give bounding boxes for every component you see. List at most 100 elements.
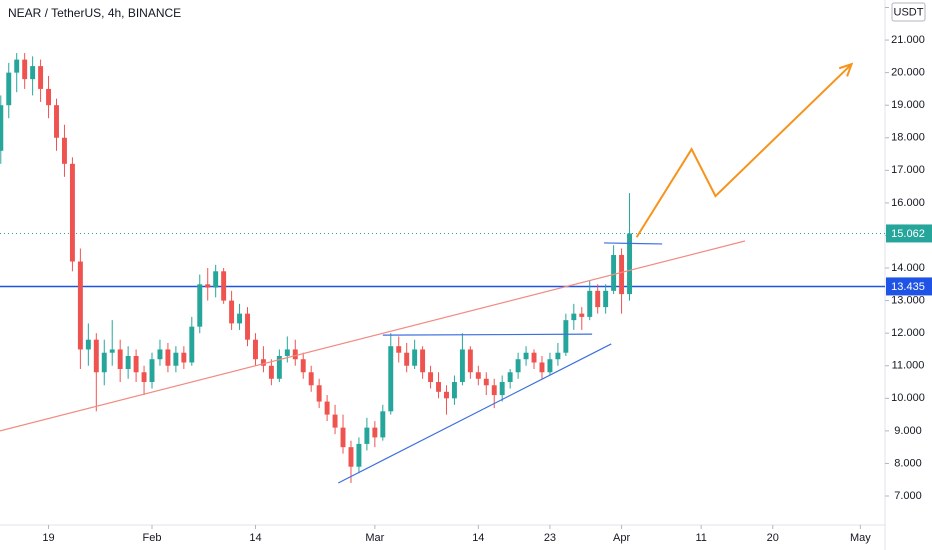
x-tick-label: Apr [613,532,630,544]
candle-body [260,359,266,366]
candle-body [595,290,601,308]
candle-body [611,255,617,291]
price-label-box [886,224,932,243]
candle-body [372,427,378,438]
candle-body [6,72,12,106]
candle-body [380,411,386,438]
candle-body [364,427,370,444]
candle-body [276,355,282,379]
trend-line [382,333,593,336]
candle-body [93,339,99,373]
candle-body [221,271,227,301]
candle-body [467,349,473,373]
x-tick-label: 14 [249,532,261,544]
arrow-head [838,62,854,77]
candle-body [213,271,219,288]
candle-body [420,349,426,373]
currency-box[interactable] [891,2,926,22]
x-tick-label: 23 [544,532,556,544]
candle-body [189,326,195,363]
candle-body [205,284,211,288]
candle-body [563,320,569,353]
candle-body [229,300,235,324]
price-label: 13.435 [891,281,925,293]
price-label: 15.062 [891,228,925,240]
candle-body [165,349,171,366]
candle-body [85,339,91,350]
candle-body [388,346,394,412]
candle-body [571,313,577,321]
candle-body [491,385,497,396]
y-tick-label: 10.000 [891,392,925,404]
candle-body [451,382,457,399]
candle-body [324,401,330,415]
axes: 7.000 8.000 9.000 10.000 11.000 12.000 13.000 1… [42,1,932,544]
candle-body [46,88,52,106]
candle-body [444,391,449,399]
candle-body [300,359,306,373]
candle-body [531,352,537,363]
candle-body [555,352,561,360]
candle-body [141,372,147,383]
candle-body [149,359,155,383]
y-tick-label: 16.000 [891,197,925,209]
x-tick-label: 20 [767,532,779,544]
y-tick-label: 18.000 [891,132,925,144]
y-tick-label: 11.000 [892,360,925,372]
candle-body [117,349,123,369]
y-tick-label: 17.000 [891,164,925,176]
candle-body [356,443,362,467]
candle-body [253,339,258,360]
candle-body [157,349,163,360]
x-tick-label: 19 [42,532,54,544]
candle-body [14,59,20,73]
candle-body [292,349,298,360]
y-tick-label: 19.000 [891,99,925,111]
x-tick-label: Feb [143,532,162,544]
candle-body [284,349,290,356]
candle-body [547,359,553,373]
candle-body [587,290,593,317]
y-tick-label: 9.000 [894,425,922,437]
price-label-box [886,277,932,296]
candle-body [22,59,28,80]
candle-body [412,349,418,366]
candle-body [475,372,481,379]
candle-body [245,313,250,340]
y-tick-label: 8.000 [894,457,922,469]
candle-body [340,427,346,448]
candle-body [173,352,179,366]
y-tick-label: 20.000 [891,67,925,79]
candle-body [499,382,505,396]
candle-body [603,290,609,308]
candle-body [38,66,44,89]
trend-line [0,240,746,432]
x-tick-label: May [850,532,871,544]
candle-body [308,372,314,386]
x-tick-label: 11 [695,532,706,544]
candle-body [619,255,625,295]
trend-line [337,343,612,484]
candle-body [197,284,203,327]
candle-body [348,447,354,467]
candle-body [101,352,107,373]
candle-body [0,105,4,151]
candle-body [523,352,529,360]
x-tick-label: Mar [365,532,384,544]
plot-area [0,53,885,484]
trend-line [635,63,853,238]
candle-body [77,261,83,350]
trend-line [604,242,663,245]
candle-body [61,137,67,164]
candle-body [268,365,274,379]
y-tick-label: 14.000 [891,262,925,274]
candle-body [579,313,585,317]
candle-body [181,352,187,363]
currency-label[interactable]: USDT [894,6,924,18]
candle-body [404,352,410,366]
candle-body [30,66,36,80]
candle-body [125,355,131,369]
y-tick-label: 12.000 [891,327,925,339]
